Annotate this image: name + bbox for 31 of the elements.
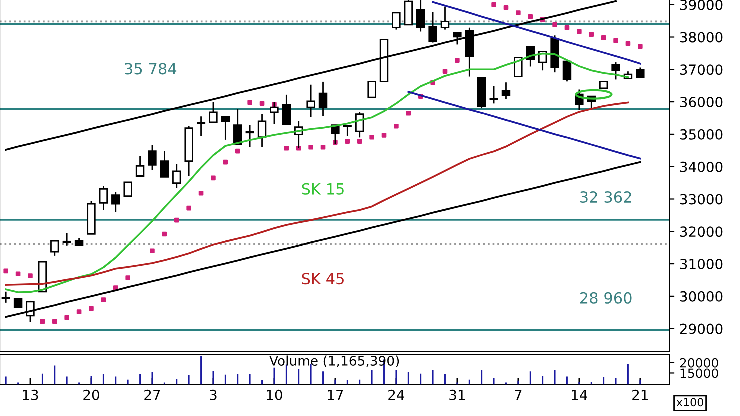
y-tick-label: 33000 — [680, 194, 723, 205]
annotation: 32 362 — [580, 191, 632, 204]
y-tick-label: 35000 — [680, 129, 723, 140]
y-tick-label: 37000 — [680, 64, 723, 76]
x-tick-label: 20 — [84, 390, 100, 400]
y-tick-label: 30000 — [680, 291, 723, 302]
y-tick-label: 31000 — [680, 259, 723, 270]
chart-title: Volume (1,165,390) — [270, 356, 400, 368]
text: SK 15 — [302, 183, 344, 195]
x-tick-label: 24 — [388, 390, 405, 400]
annotation: 28 960 — [580, 292, 632, 304]
x-tick-label: 13 — [23, 390, 38, 400]
x-tick-label: 17 — [328, 390, 344, 400]
x-tick-label: 27 — [144, 390, 160, 400]
x-tick-label: 31 — [450, 390, 465, 400]
y-tick-label: 29000 — [680, 324, 723, 334]
y-tick-label: 39000 — [680, 0, 723, 10]
y-tick-label: 38000 — [680, 32, 723, 43]
x-tick-label: 14 — [572, 390, 588, 400]
annotation: 35 784 — [125, 63, 177, 75]
y-tick-label: 15000 — [680, 368, 718, 378]
text: SK 45 — [302, 273, 344, 285]
text: x100 — [676, 398, 704, 407]
x-tick-label: 21 — [632, 390, 648, 400]
x-tick-label: 7 — [515, 390, 522, 400]
y-tick-label: 36000 — [680, 97, 723, 108]
y-tick-label: 20000 — [680, 358, 718, 368]
y-tick-label: 34000 — [680, 162, 723, 172]
y-tick-label: 32000 — [680, 226, 723, 238]
x-tick-label: 10 — [267, 390, 282, 400]
x-tick-label: 3 — [210, 390, 217, 400]
